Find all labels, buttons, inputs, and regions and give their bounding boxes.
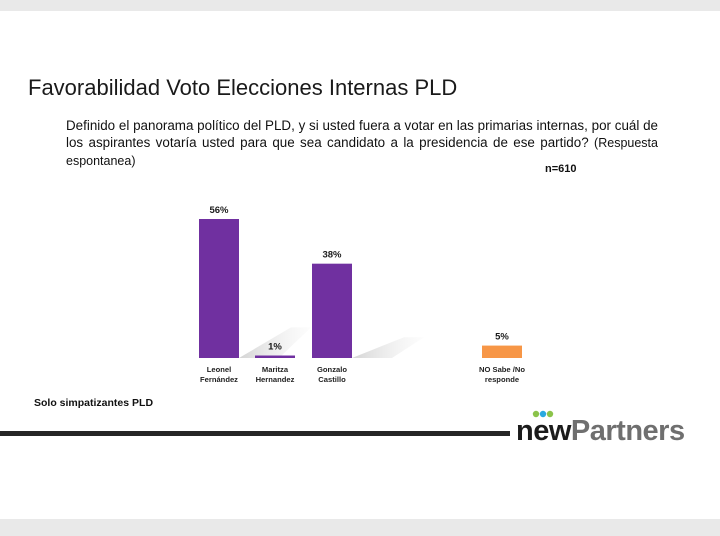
logo-new-text: new (516, 415, 571, 447)
category-label: NO Sabe /No (479, 365, 525, 374)
data-label: 1% (268, 342, 282, 353)
question-note: (Respuesta espontanea) (66, 136, 658, 168)
data-label: 56% (209, 205, 229, 216)
survey-question: Definido el panorama político del PLD, y… (66, 117, 658, 170)
data-label: 5% (495, 332, 509, 343)
newpartners-logo: new Partners (516, 410, 685, 448)
category-label: Castillo (318, 375, 346, 384)
slide-title: Favorabilidad Voto Elecciones Internas P… (28, 75, 458, 100)
footer-rule (0, 431, 510, 436)
bar (482, 345, 522, 358)
category-label: Gonzalo (317, 365, 347, 374)
logo-partners-text: Partners (570, 415, 685, 447)
category-label: Maritza (262, 365, 289, 374)
bar (199, 219, 239, 358)
category-label: Fernández (200, 375, 238, 384)
category-label: responde (485, 375, 519, 384)
data-label: 38% (322, 250, 342, 261)
category-label: Leonel (207, 365, 231, 374)
bar (312, 263, 352, 358)
sample-size: n=610 (545, 163, 577, 175)
category-label: Hernandez (256, 375, 295, 384)
logo-dots-icon (532, 410, 554, 418)
logo-new: new (516, 410, 571, 447)
bar-shadow (239, 327, 311, 358)
bar-shadow (352, 337, 424, 358)
bar (255, 355, 295, 358)
footnote: Solo simpatizantes PLD (34, 397, 154, 409)
question-text: Definido el panorama político del PLD, y… (66, 118, 658, 150)
